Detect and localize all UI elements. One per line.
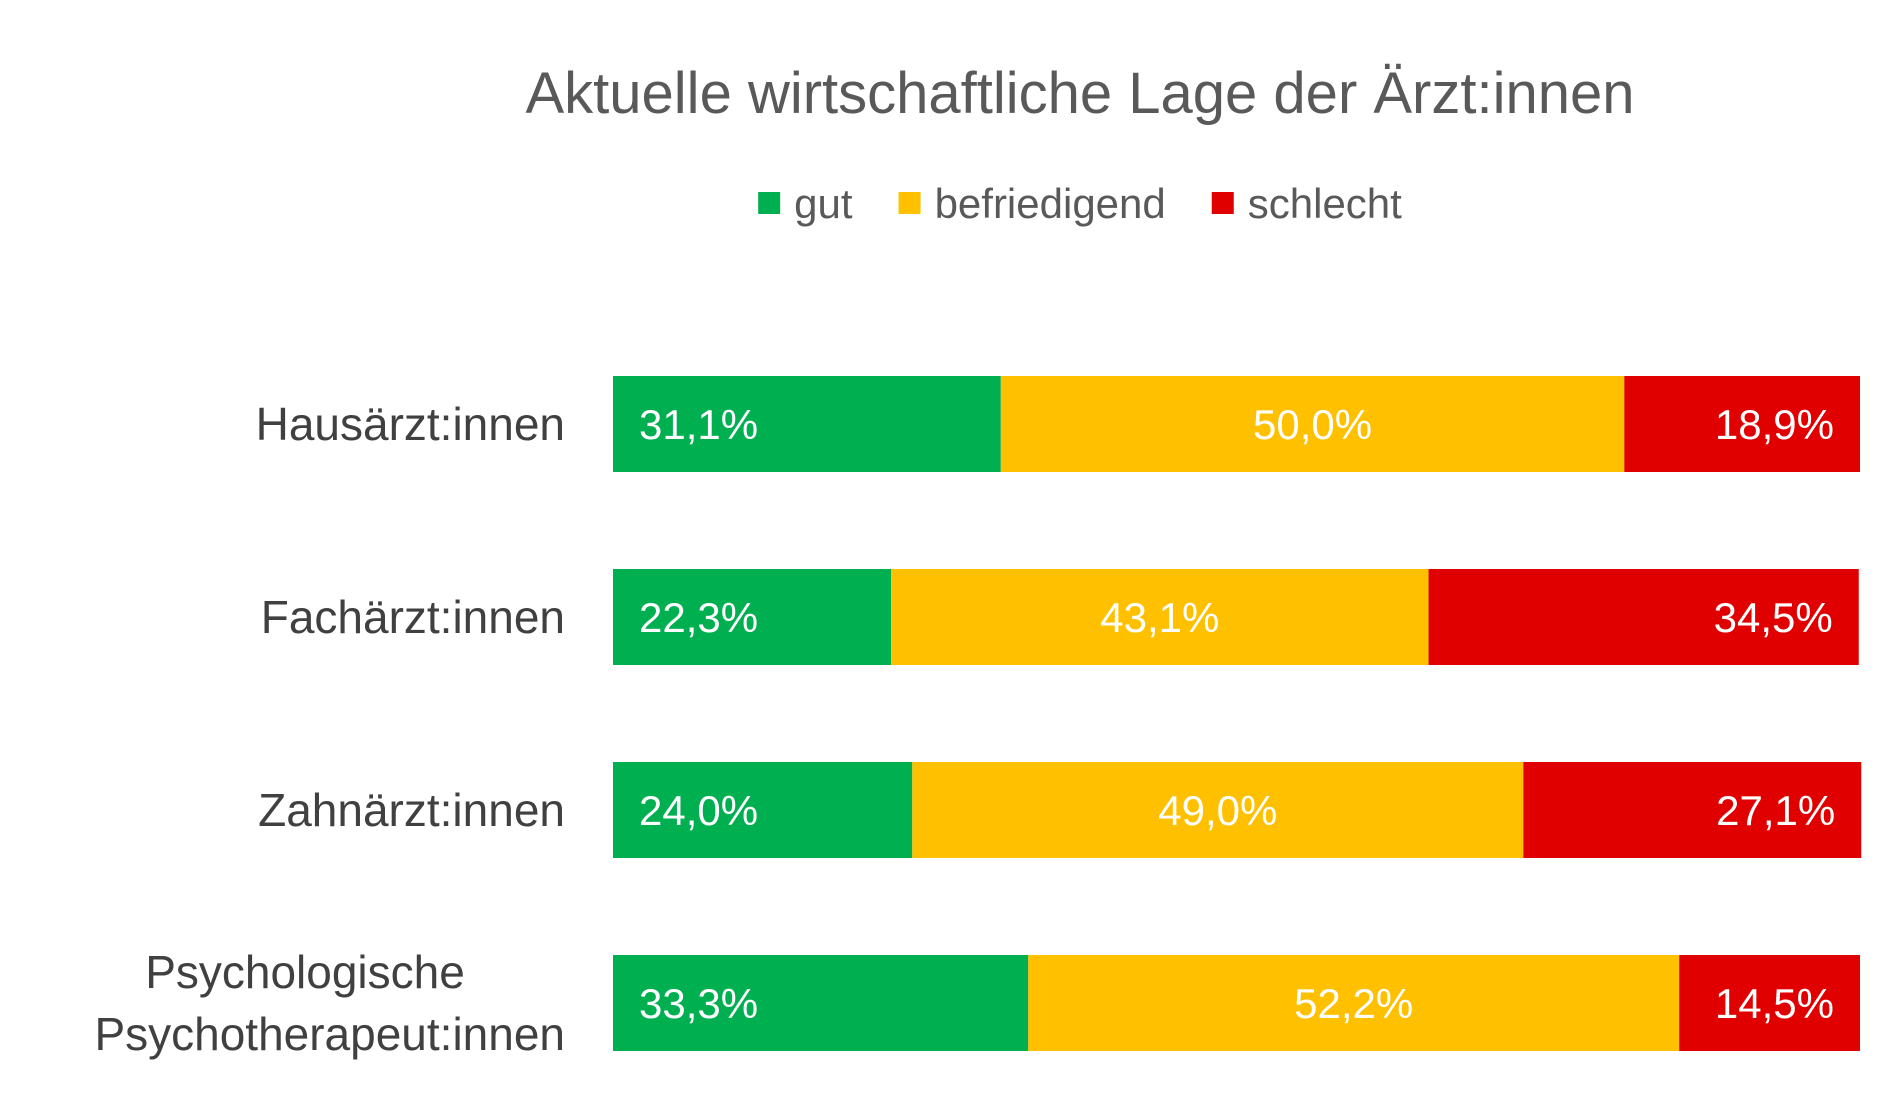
data-label-befriedigend: 43,1% — [1100, 594, 1219, 641]
bar-segment-gut — [613, 376, 1001, 472]
category-label-line: Hausärzt:innen — [256, 398, 565, 450]
legend-label: schlecht — [1248, 180, 1402, 227]
data-label-gut: 33,3% — [639, 980, 758, 1027]
bar-segment-befriedigend — [891, 569, 1429, 665]
legend-item-befriedigend: befriedigend — [898, 180, 1166, 227]
bar-segment-befriedigend — [1028, 955, 1680, 1051]
bar-segment-gut — [613, 955, 1029, 1051]
data-label-schlecht: 27,1% — [1716, 787, 1835, 834]
bar-segment-schlecht — [1428, 569, 1859, 665]
data-label-schlecht: 14,5% — [1715, 980, 1834, 1027]
category-label-line: Fachärzt:innen — [261, 591, 565, 643]
data-label-gut: 22,3% — [639, 594, 758, 641]
legend-item-schlecht: schlecht — [1211, 180, 1402, 227]
category-label-zahnaerzt-innen: Zahnärzt:innen — [258, 784, 565, 836]
data-label-schlecht: 34,5% — [1714, 594, 1833, 641]
legend-label: befriedigend — [935, 180, 1166, 227]
data-label-befriedigend: 50,0% — [1253, 401, 1372, 448]
bar-segment-schlecht — [1679, 955, 1860, 1051]
legend-swatch — [1211, 192, 1234, 214]
bar-segment-schlecht — [1523, 762, 1862, 858]
legend-label: gut — [794, 180, 853, 227]
category-label-hausaerzt-innen: Hausärzt:innen — [256, 398, 565, 450]
legend: gut befriedigend schlecht — [758, 180, 1402, 227]
chart-title: Aktuelle wirtschaftliche Lage der Ärzt:i… — [525, 61, 1634, 126]
legend-swatch — [758, 192, 781, 214]
category-label-line: Zahnärzt:innen — [258, 784, 565, 836]
bar-row-psychologische-psychotherapeut-innen: 33,3% 52,2% 14,5% — [613, 955, 1860, 1051]
bar-segment-schlecht — [1624, 376, 1860, 472]
data-label-gut: 31,1% — [639, 401, 758, 448]
legend-swatch — [898, 192, 921, 214]
data-label-gut: 24,0% — [639, 787, 758, 834]
data-label-befriedigend: 49,0% — [1158, 787, 1277, 834]
data-label-schlecht: 18,9% — [1715, 401, 1834, 448]
bar-segment-gut — [613, 569, 892, 665]
bar-row-fachaerzt-innen: 22,3% 43,1% 34,5% — [613, 569, 1859, 665]
bar-segment-gut — [613, 762, 913, 858]
plot-area: 31,1% 50,0% 18,9% 22,3% 43,1% 34,5% 24,0% 49,0%… — [613, 376, 1862, 1051]
data-label-befriedigend: 52,2% — [1294, 980, 1413, 1027]
bar-segment-befriedigend — [1000, 376, 1625, 472]
bar-row-hausaerzt-innen: 31,1% 50,0% 18,9% — [613, 376, 1860, 472]
category-label-line: Psychologische — [145, 946, 465, 998]
category-label-line: Psychotherapeut:innen — [94, 1008, 565, 1060]
bar-segment-befriedigend — [912, 762, 1524, 858]
category-label-fachaerzt-innen: Fachärzt:innen — [261, 591, 565, 643]
bar-row-zahnaerzt-innen: 24,0% 49,0% 27,1% — [613, 762, 1862, 858]
category-axis: Hausärzt:innen Fachärzt:innen Zahnärzt:inn… — [94, 398, 565, 1060]
category-label-psychologische-psychotherapeut-innen: Psychologische Psychotherapeut:innen — [94, 946, 565, 1060]
legend-item-gut: gut — [758, 180, 853, 227]
